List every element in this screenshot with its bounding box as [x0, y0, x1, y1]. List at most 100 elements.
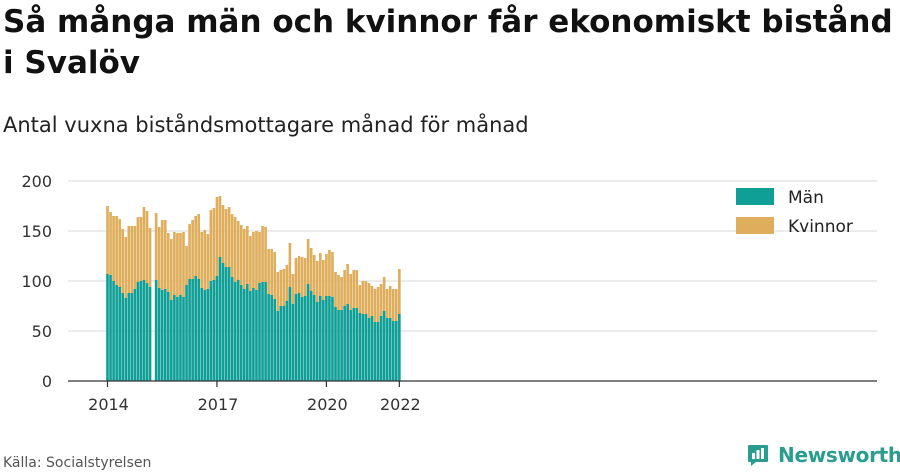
source-note: Källa: Socialstyrelsen	[3, 455, 152, 471]
bar-man	[109, 275, 112, 381]
bar-man	[258, 283, 261, 381]
x-axis: 2014 2017 2020 2022	[68, 380, 877, 414]
bar-man	[322, 300, 325, 381]
bar-man	[398, 314, 401, 381]
y-tick-label: 0	[42, 372, 52, 391]
bar-man	[367, 318, 371, 381]
bar-kvinnor	[352, 270, 356, 308]
bar-man	[130, 293, 134, 381]
bar-kvinnor	[142, 207, 146, 280]
bar-man	[194, 276, 197, 381]
bar-kvinnor	[179, 233, 182, 295]
bar-man	[133, 289, 137, 381]
bar-man	[170, 300, 173, 381]
bar-kvinnor	[346, 264, 349, 304]
bar-man	[121, 293, 125, 381]
chart-title: Så många män och kvinnor får ekonomiskt …	[3, 4, 893, 81]
bar-man	[391, 321, 395, 381]
bar-kvinnor	[252, 232, 255, 288]
bar-man	[239, 285, 243, 381]
bar-man	[127, 293, 131, 381]
bar-kvinnor	[230, 214, 234, 277]
bar-kvinnor	[349, 274, 353, 310]
bar-man	[285, 301, 289, 381]
bar-man	[115, 285, 118, 381]
bar-kvinnor	[115, 216, 118, 285]
bar-man	[136, 282, 140, 381]
bar-man	[352, 308, 356, 381]
bar-kvinnor	[312, 255, 316, 295]
bar-kvinnor	[376, 287, 380, 322]
bar-kvinnor	[267, 249, 270, 294]
bar-kvinnor	[139, 217, 143, 281]
bar-kvinnor	[121, 229, 125, 293]
bar-man	[218, 257, 222, 381]
legend-label-kvinnor: Kvinnor	[788, 217, 853, 237]
x-tick-label: 2020	[307, 395, 348, 414]
bar-man	[249, 291, 252, 381]
bar-kvinnor	[191, 220, 194, 279]
bar-kvinnor	[118, 219, 121, 287]
bar-kvinnor	[197, 214, 201, 279]
bar-kvinnor	[300, 257, 304, 297]
y-tick-label: 150	[21, 222, 52, 241]
bar-man	[200, 288, 204, 381]
bar-kvinnor	[398, 269, 401, 314]
bar-man	[224, 267, 228, 381]
bar-man	[334, 307, 337, 381]
bar-man	[215, 276, 219, 381]
bar-kvinnor	[367, 283, 371, 318]
bar-man	[182, 297, 185, 381]
bar-kvinnor	[212, 208, 216, 280]
bar-kvinnor	[394, 289, 398, 321]
bar-kvinnor	[364, 281, 368, 314]
bar-man	[294, 294, 298, 381]
bar-kvinnor	[328, 250, 331, 296]
bar-man	[230, 277, 234, 381]
bar-kvinnor	[361, 281, 365, 314]
bar-man	[376, 322, 380, 381]
x-tick-label: 2022	[380, 395, 421, 414]
bar-man	[325, 296, 328, 381]
bar-kvinnor	[246, 226, 249, 284]
bar-man	[394, 321, 398, 381]
bar-kvinnor	[315, 261, 319, 302]
bar-man	[264, 282, 267, 381]
bar-man	[185, 285, 188, 381]
bar-kvinnor	[233, 217, 237, 282]
brand-logo[interactable]: Newsworthy	[746, 443, 900, 467]
x-tick-label: 2017	[198, 395, 239, 414]
bar-man	[242, 289, 246, 381]
bar-man	[385, 318, 389, 381]
bar-man	[364, 314, 368, 381]
bar-kvinnor	[148, 228, 152, 287]
bar-kvinnor	[355, 270, 359, 308]
bar-kvinnor	[173, 232, 176, 295]
bar-kvinnor	[221, 205, 225, 263]
bar-man	[331, 297, 334, 381]
bar-kvinnor	[227, 207, 231, 267]
bar-kvinnor	[370, 286, 374, 316]
bar-man	[297, 293, 301, 381]
bar-kvinnor	[325, 254, 328, 296]
bar-kvinnor	[194, 216, 197, 276]
bar-kvinnor	[133, 226, 137, 289]
bar-kvinnor	[331, 252, 334, 297]
bar-kvinnor	[209, 210, 213, 281]
bar-kvinnor	[239, 225, 243, 285]
bar-man	[343, 306, 346, 381]
bar-kvinnor	[337, 275, 340, 310]
bar-kvinnor	[273, 252, 277, 299]
bar-man	[282, 306, 286, 381]
bar-man	[276, 311, 280, 381]
bar-man	[142, 280, 146, 381]
bar-man	[255, 290, 258, 381]
bar-man	[312, 295, 316, 381]
x-tick-label: 2014	[88, 395, 129, 414]
bar-man	[157, 288, 161, 381]
bar-man	[163, 289, 167, 381]
bar-kvinnor	[291, 274, 295, 304]
bar-kvinnor	[294, 258, 298, 294]
bar-man	[303, 296, 307, 381]
bar-kvinnor	[130, 226, 134, 293]
